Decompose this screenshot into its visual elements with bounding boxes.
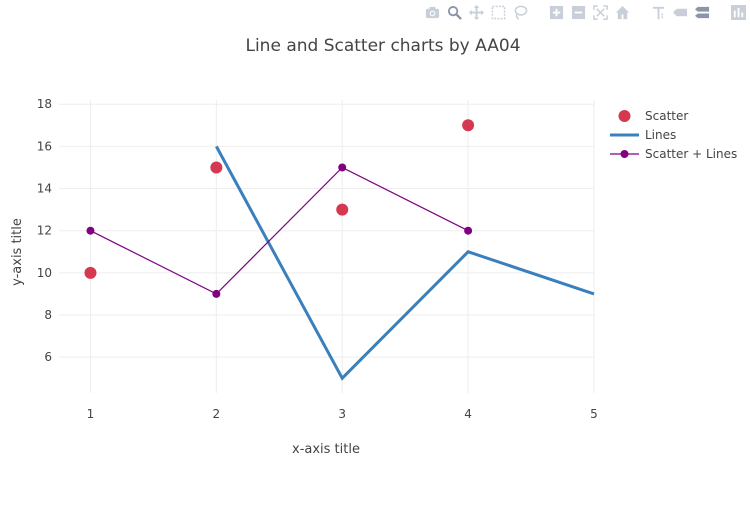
plotly-logo-icon[interactable] [730,4,746,20]
traces [84,119,595,381]
legend-marker-swatch [620,150,629,158]
scatter-lines-point[interactable] [212,289,221,298]
y-tick-label: 18 [37,97,52,111]
autoscale-icon[interactable] [592,4,608,20]
legend-label: Scatter [645,109,688,123]
modebar [424,4,746,20]
scatter-lines-point[interactable] [464,226,473,235]
legend-item-lines[interactable]: Lines [610,128,676,142]
lasso-select-icon[interactable] [512,4,528,20]
scatter-point[interactable] [462,119,475,132]
scatter-point[interactable] [210,161,223,174]
y-tick-label: 12 [37,224,52,238]
hover-compare-icon[interactable] [694,4,710,20]
camera-icon[interactable] [424,4,440,20]
legend-label: Lines [645,128,676,142]
x-tick-label: 3 [338,407,346,421]
legend-item-scatter-lines[interactable]: Scatter + Lines [610,147,737,161]
home-icon[interactable] [614,4,630,20]
x-tick-label: 2 [213,407,221,421]
hover-closest-icon[interactable] [672,4,688,20]
grid [59,100,595,393]
legend-item-scatter[interactable]: Scatter [618,109,689,123]
x-axis-title: x-axis title [292,442,360,457]
zoom-icon[interactable] [446,4,462,20]
box-select-icon[interactable] [490,4,506,20]
scatter-lines-point[interactable] [86,226,95,235]
scatter-point[interactable] [84,266,97,279]
x-tick-label: 4 [464,407,472,421]
scatter-lines-point[interactable] [338,163,347,172]
y-tick-label: 14 [37,182,52,196]
y-axis-title: y-axis title [10,218,25,286]
chart-title: Line and Scatter charts by AA04 [245,36,520,56]
pan-icon[interactable] [468,4,484,20]
legend: Scatter Lines Scatter + Lines [610,109,737,161]
y-tick-label: 6 [44,350,52,364]
zoom-out-icon[interactable] [570,4,586,20]
scatter-point[interactable] [336,203,349,216]
y-tick-label: 10 [37,266,52,280]
legend-marker-swatch [618,110,631,122]
x-tick-label: 1 [87,407,95,421]
spike-lines-icon[interactable] [650,4,666,20]
x-tick-label: 5 [590,407,598,421]
y-tick-label: 8 [44,308,52,322]
y-tick-label: 16 [37,139,52,153]
zoom-in-icon[interactable] [548,4,564,20]
scatter-lines-series-line [90,166,469,295]
lines-series-line [215,145,595,381]
legend-label: Scatter + Lines [645,147,737,161]
